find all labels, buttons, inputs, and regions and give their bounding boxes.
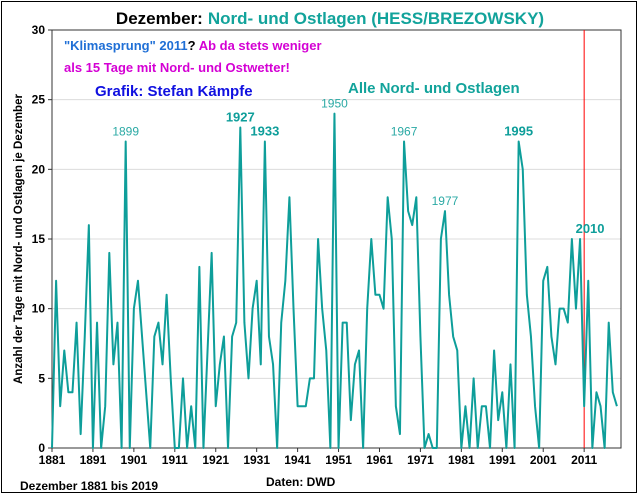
point-label-1950: 1950 [321, 97, 348, 111]
y-tick-label: 0 [38, 441, 45, 455]
point-label-1967: 1967 [391, 124, 418, 138]
y-tick-label: 25 [32, 93, 46, 107]
x-tick-label: 1881 [39, 453, 66, 467]
x-tick-label: 1941 [284, 453, 311, 467]
credit-text: Grafik: Stefan Kämpfe [95, 83, 253, 100]
x-tick-label: 2001 [530, 453, 557, 467]
point-label-1933: 1933 [250, 123, 279, 138]
chart-title: Dezember: Nord- und Ostlagen (HESS/BREZOW… [116, 9, 544, 28]
point-label-1927: 1927 [226, 110, 255, 125]
x-tick-label: 1961 [366, 453, 393, 467]
series-line [51, 112, 618, 449]
point-label-1899: 1899 [112, 124, 139, 138]
x-tick-label: 1921 [202, 453, 229, 467]
title-main: Nord- und Ostlagen (HESS/BREZOWSKY) [208, 9, 544, 28]
x-tick-label: 1901 [121, 453, 148, 467]
x-tick-label: 1981 [448, 453, 475, 467]
annotation-fewer-days: als 15 Tage mit Nord- und Ostwetter! [64, 60, 290, 75]
point-label-2010: 2010 [576, 221, 605, 236]
point-label-1995: 1995 [504, 123, 533, 138]
x-tick-label: 1951 [325, 453, 352, 467]
y-tick-label: 20 [32, 162, 46, 176]
y-axis-label: Anzahl der Tage mit Nord- und Ostlagen j… [13, 94, 25, 384]
x-tick-label: 1991 [489, 453, 516, 467]
title-prefix: Dezember: [116, 9, 203, 28]
source-label: Daten: DWD [266, 475, 336, 489]
y-tick-label: 15 [32, 232, 46, 246]
y-tick-label: 5 [38, 371, 45, 385]
x-tick-label: 1971 [407, 453, 434, 467]
y-tick-label: 30 [32, 23, 46, 37]
legend-label: Alle Nord- und Ostlagen [348, 80, 520, 97]
point-label-1977: 1977 [432, 194, 459, 208]
x-tick-label: 1911 [162, 453, 188, 467]
x-tick-label: 1931 [243, 453, 270, 467]
x-tick-label: 2011 [571, 453, 597, 467]
annotation-klimasprung: "Klimasprung" 2011? Ab da stets weniger [64, 38, 322, 53]
y-tick-label: 10 [32, 302, 46, 316]
x-axis-range-label: Dezember 1881 bis 2019 [20, 479, 158, 493]
x-tick-label: 1891 [80, 453, 107, 467]
